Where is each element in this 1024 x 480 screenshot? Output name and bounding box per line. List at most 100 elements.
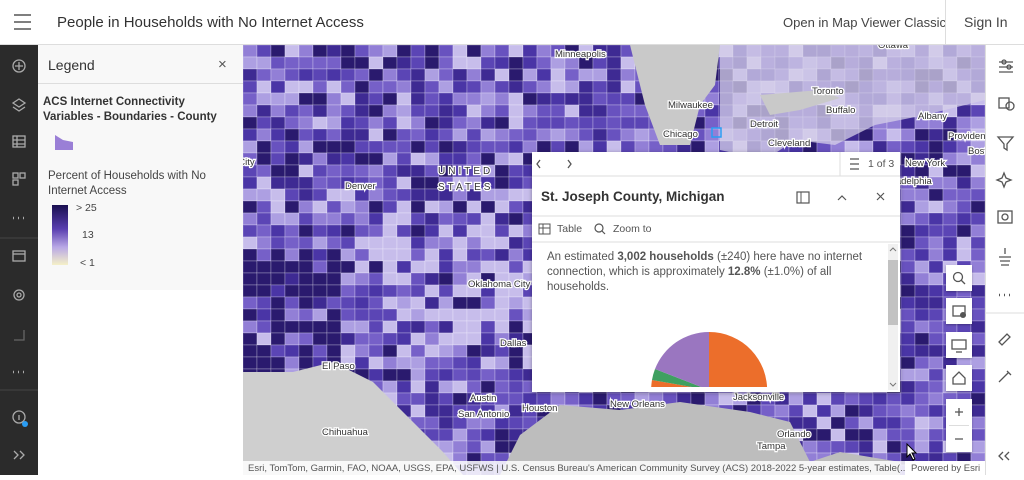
pie-chart	[651, 332, 768, 387]
county	[243, 176, 258, 190]
header: People in Households with No Internet Ac…	[0, 0, 1024, 45]
map[interactable]: Minneapolis Ottawa Toronto Milwaukee Buffalo…	[243, 45, 985, 475]
county	[382, 332, 398, 346]
county	[270, 260, 286, 274]
county	[424, 320, 440, 334]
close-button[interactable]: ×	[218, 56, 227, 73]
county	[312, 56, 328, 70]
fullscreen-button[interactable]	[946, 332, 972, 358]
county	[298, 80, 314, 94]
right-toolbar	[985, 45, 1024, 475]
county	[396, 140, 412, 154]
county	[410, 128, 426, 142]
county	[382, 128, 398, 142]
county	[326, 248, 342, 262]
county	[340, 296, 356, 310]
county	[970, 236, 985, 250]
county	[368, 80, 384, 94]
county	[368, 272, 384, 286]
county	[256, 116, 272, 130]
county	[522, 68, 538, 82]
county	[480, 80, 496, 94]
county	[354, 212, 370, 226]
county	[858, 404, 874, 418]
county	[256, 188, 272, 202]
county	[410, 140, 426, 154]
county	[284, 140, 300, 154]
divider	[945, 0, 946, 45]
app-title: People in Households with No Internet Ac…	[57, 14, 364, 31]
place-label: Jacksonville	[733, 392, 784, 403]
county	[452, 212, 468, 226]
county	[312, 68, 328, 82]
county	[382, 260, 398, 274]
county	[410, 284, 426, 298]
county	[508, 224, 524, 238]
county	[424, 68, 440, 82]
county	[536, 56, 552, 70]
county	[578, 104, 594, 118]
county	[340, 308, 356, 322]
county	[928, 236, 944, 250]
county	[928, 260, 944, 274]
sign-in[interactable]: Sign In	[964, 14, 1008, 30]
county	[256, 248, 272, 262]
open-classic-link[interactable]: Open in Map Viewer Classic	[783, 15, 947, 30]
county	[438, 224, 454, 238]
county	[354, 56, 370, 70]
county	[368, 140, 384, 154]
county	[620, 92, 636, 106]
county	[298, 200, 314, 214]
county	[354, 104, 370, 118]
county	[480, 68, 496, 82]
county	[508, 140, 524, 154]
text: (±240) here have no internet connection,…	[547, 251, 863, 278]
county	[494, 176, 510, 190]
county	[424, 80, 440, 94]
county	[354, 92, 370, 106]
county	[270, 224, 286, 238]
county	[424, 272, 440, 286]
county	[956, 200, 972, 214]
table-action[interactable]: Table	[557, 223, 583, 235]
county	[970, 404, 985, 418]
basemap-button[interactable]	[946, 298, 972, 324]
county	[522, 104, 538, 118]
county	[480, 368, 496, 382]
county	[410, 152, 426, 166]
county	[830, 416, 846, 430]
field-name: Percent of Households with No Internet A…	[48, 170, 206, 197]
county	[326, 344, 342, 358]
county	[270, 164, 286, 178]
county	[410, 116, 426, 130]
county	[480, 248, 496, 262]
zoom-to-action[interactable]: Zoom to	[613, 223, 652, 235]
county	[452, 320, 468, 334]
county	[354, 296, 370, 310]
menu-icon[interactable]	[14, 14, 32, 30]
county	[340, 332, 356, 346]
county	[284, 128, 300, 142]
county	[424, 416, 440, 430]
county	[480, 104, 496, 118]
home-button[interactable]	[946, 365, 972, 391]
county	[270, 80, 286, 94]
county	[508, 380, 524, 394]
county	[270, 104, 286, 118]
county	[368, 104, 384, 118]
county	[970, 164, 985, 178]
county	[970, 104, 985, 118]
county	[284, 236, 300, 250]
county	[494, 440, 510, 454]
county	[424, 140, 440, 154]
county	[312, 92, 328, 106]
place-label: Ottawa	[878, 45, 909, 51]
zoom-controls[interactable]	[946, 399, 972, 452]
search-button[interactable]	[946, 265, 972, 291]
county	[243, 116, 258, 130]
county	[340, 200, 356, 214]
county	[424, 332, 440, 346]
county	[578, 116, 594, 130]
county	[438, 416, 454, 430]
county	[270, 272, 286, 286]
